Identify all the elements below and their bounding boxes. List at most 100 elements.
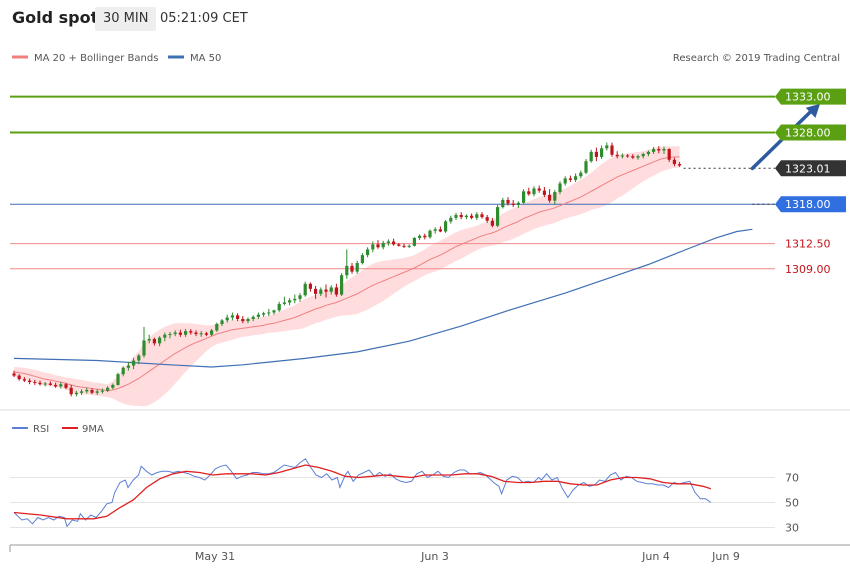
candle: [646, 150, 650, 157]
time-axis-labels: May 31 Jun 3 Jun 4 Jun 9: [195, 550, 740, 563]
candle: [132, 357, 136, 370]
candle-body: [412, 237, 416, 246]
candle: [631, 154, 635, 160]
candle-body: [605, 145, 609, 149]
candle-body: [594, 151, 598, 157]
candle: [381, 240, 385, 250]
interval-selector[interactable]: 30 MIN: [95, 7, 157, 31]
rsi-legend: RSI 9MA: [12, 424, 104, 435]
candle: [568, 175, 572, 183]
candle-body: [589, 151, 593, 162]
candle-body: [251, 316, 255, 319]
candle: [147, 334, 151, 344]
candle-body: [376, 244, 380, 248]
rsi-tick-label: 70: [785, 472, 799, 485]
candle: [22, 377, 26, 383]
candle-body: [303, 283, 307, 296]
candle-body: [355, 263, 359, 272]
candle: [418, 234, 422, 241]
candle-body: [17, 375, 21, 380]
candle-body: [298, 295, 302, 299]
candle: [282, 296, 286, 306]
candle-body: [506, 199, 510, 204]
candle: [178, 329, 182, 337]
candle: [340, 273, 344, 297]
candle: [293, 294, 297, 304]
candle: [449, 215, 453, 224]
candle-body: [584, 161, 588, 173]
time-tick-label: May 31: [195, 550, 235, 563]
candle: [152, 337, 156, 346]
candle-body: [163, 334, 167, 338]
candle-body: [558, 183, 562, 193]
candle: [116, 372, 120, 386]
clock-label: 05:21:09 CET: [160, 11, 248, 26]
candle: [392, 238, 396, 246]
candle-body: [444, 221, 448, 232]
candle: [314, 285, 318, 299]
candle: [303, 281, 307, 297]
candle: [438, 226, 442, 233]
candle: [100, 388, 104, 394]
level-tag-label: 1328.00: [785, 127, 831, 140]
candle: [407, 244, 411, 248]
candle: [12, 370, 16, 378]
candle: [532, 186, 536, 197]
candle-body: [366, 249, 370, 256]
candle-body: [121, 367, 125, 375]
time-tick-label: Jun 3: [420, 550, 449, 563]
candle: [288, 298, 292, 306]
target-arrow-head: [805, 103, 820, 118]
candle: [366, 247, 370, 258]
candle: [54, 382, 58, 388]
candle-body: [626, 155, 630, 157]
candle: [386, 239, 390, 246]
candle-body: [667, 149, 671, 160]
chart-header: Gold spot 30 MIN 05:21:09 CET: [0, 0, 850, 38]
candle-body: [33, 382, 37, 384]
candle: [350, 263, 354, 274]
candle-body: [241, 318, 245, 322]
candle: [589, 149, 593, 163]
level-tag-label: 1309.00: [785, 263, 831, 276]
candle-body: [246, 318, 250, 322]
candle: [548, 189, 552, 203]
candle-body: [340, 275, 344, 295]
candle: [64, 382, 68, 390]
candle: [652, 146, 656, 155]
candle-body: [54, 384, 58, 387]
level-tag-background: [775, 160, 846, 177]
candle-body: [449, 217, 453, 222]
candle-body: [329, 287, 333, 292]
candle: [329, 285, 333, 295]
candle-body: [69, 387, 73, 395]
candle: [610, 142, 614, 157]
candle: [324, 284, 328, 298]
candle: [168, 331, 172, 339]
candle-body: [615, 154, 619, 157]
ma50-line: [13, 228, 753, 368]
candle-body: [563, 178, 567, 184]
candle: [142, 326, 146, 358]
rsi-tick-label: 50: [785, 497, 799, 510]
candle: [397, 242, 401, 247]
candle-body: [137, 355, 141, 361]
candle: [516, 201, 520, 208]
ma50-legend-label: MA 50: [190, 53, 221, 64]
candle-body: [267, 312, 271, 314]
candle-body: [527, 191, 531, 195]
ma20-line: [13, 156, 680, 392]
candle-body: [662, 149, 666, 151]
candle-body: [100, 390, 104, 392]
level-tag-label: 1333.00: [785, 91, 831, 104]
candle-body: [272, 310, 276, 313]
candles-layer: [12, 142, 682, 397]
candle: [402, 243, 406, 248]
candle: [121, 366, 125, 377]
candle: [33, 379, 37, 385]
candle-body: [646, 151, 650, 155]
candle: [355, 260, 359, 274]
candle: [412, 237, 416, 247]
time-tick-label: Jun 9: [711, 550, 740, 563]
candle-body: [152, 339, 156, 344]
